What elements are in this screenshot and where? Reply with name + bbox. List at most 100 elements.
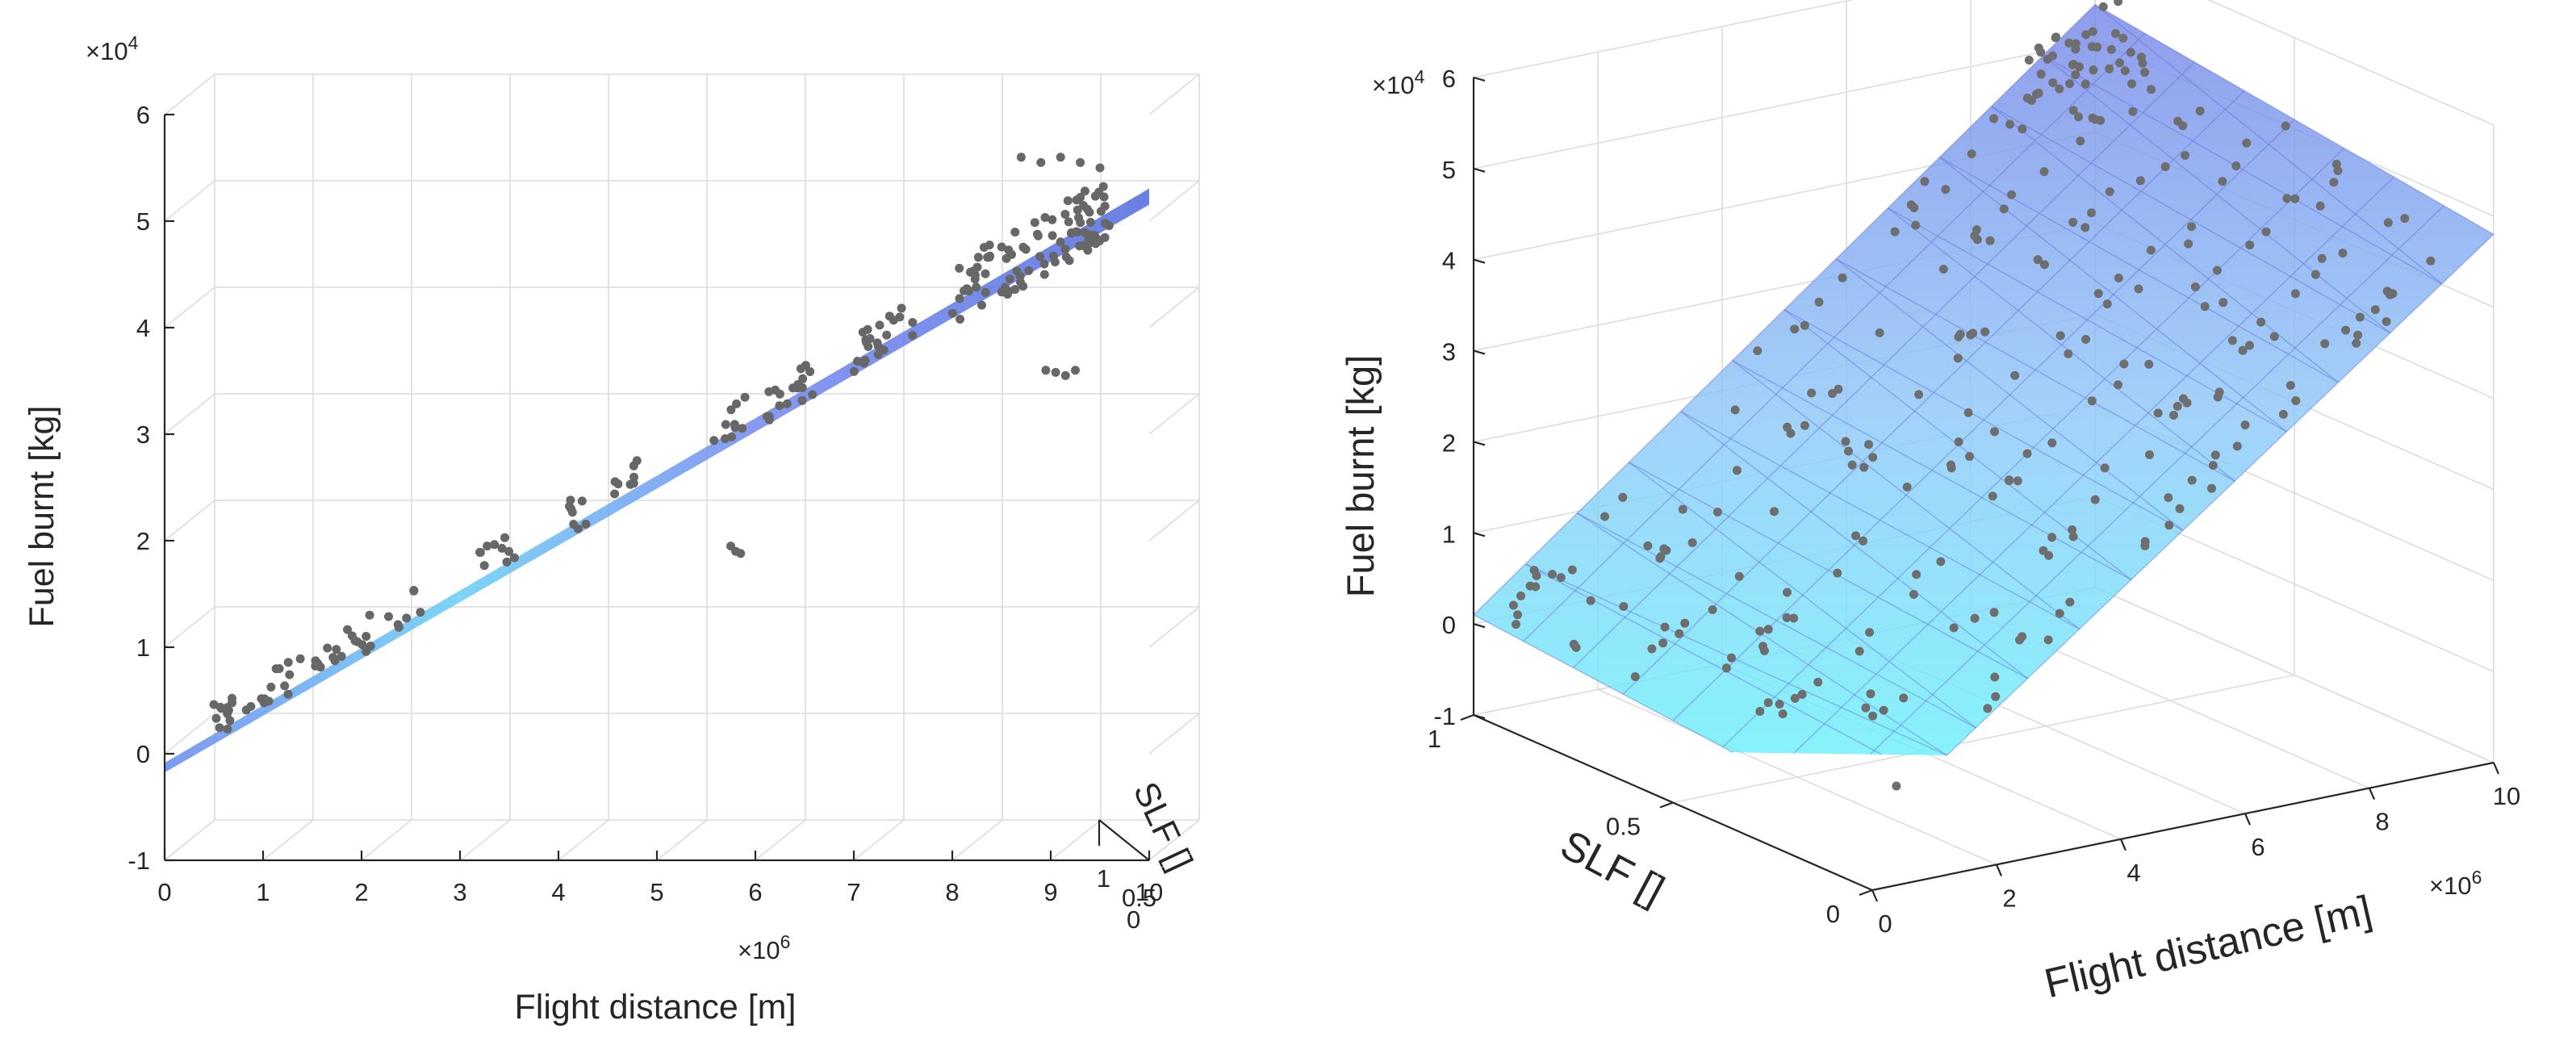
data-point: [873, 341, 883, 351]
data-point: [2290, 289, 2300, 299]
data-point: [1508, 600, 1518, 610]
data-point: [1096, 207, 1106, 216]
data-point: [1104, 221, 1114, 231]
data-points: [209, 153, 1114, 734]
data-point: [2055, 608, 2064, 618]
data-point: [2207, 483, 2216, 493]
grid-line: [262, 819, 314, 861]
data-point: [2074, 112, 2083, 122]
z-tick-label: 6: [1442, 65, 1456, 93]
data-point: [1838, 273, 1847, 282]
data-point: [504, 546, 514, 556]
data-point: [1074, 213, 1083, 223]
x-axis-line: [1871, 761, 2494, 892]
mesh-line: [1835, 258, 2235, 482]
data-point: [509, 553, 519, 562]
data-point: [632, 456, 642, 466]
data-point: [311, 661, 320, 671]
data-point: [2213, 392, 2223, 402]
data-point: [1048, 231, 1057, 240]
data-point: [2102, 299, 2112, 309]
y-tick-labels: 10.50: [1097, 864, 1156, 934]
x-tick-mark: [1871, 889, 1879, 902]
data-point: [2282, 194, 2292, 203]
data-point: [1531, 582, 1541, 592]
data-point: [863, 324, 872, 334]
data-point: [897, 303, 906, 313]
data-point: [1732, 466, 1742, 475]
data-point: [977, 300, 986, 310]
data-point: [1991, 692, 2001, 701]
data-point: [1036, 157, 1046, 167]
data-point: [2114, 380, 2122, 390]
data-point: [1833, 568, 1842, 578]
data-point: [332, 645, 341, 654]
data-point: [1775, 700, 1784, 709]
data-point: [2126, 48, 2135, 57]
data-point: [343, 625, 352, 634]
data-point: [2064, 349, 2073, 358]
data-point: [2024, 56, 2034, 65]
x-tick-label: 8: [945, 878, 959, 906]
data-point: [2081, 30, 2091, 40]
data-point: [1678, 504, 1687, 514]
data-point: [775, 401, 784, 411]
data-point: [808, 390, 818, 399]
data-point: [2036, 48, 2046, 57]
data-point: [2208, 461, 2218, 470]
grid-line: [1473, 0, 1855, 78]
data-point: [2285, 381, 2295, 390]
data-point: [908, 331, 918, 341]
data-point: [1813, 677, 1823, 687]
axes-box: [1460, 76, 2500, 902]
data-point: [502, 557, 512, 567]
data-point: [283, 658, 293, 667]
data-point: [402, 613, 412, 623]
data-point: [797, 395, 807, 405]
data-point: [1721, 663, 1731, 673]
data-point: [228, 698, 236, 708]
x-tick-label: 8: [2375, 808, 2389, 836]
data-point: [1859, 462, 1869, 472]
data-point: [2120, 66, 2130, 76]
mesh-line: [1680, 411, 2080, 630]
data-point: [1548, 570, 1557, 579]
data-point: [1909, 203, 1919, 212]
grid-line: [164, 286, 215, 328]
data-point: [283, 689, 293, 699]
data-point: [2034, 88, 2043, 98]
data-point: [1512, 620, 1520, 629]
z-tick-labels: -1 0 1 2 3 4 5 6: [128, 101, 150, 875]
data-point: [1800, 420, 1809, 430]
data-point: [1783, 422, 1792, 432]
data-point: [1755, 707, 1765, 716]
grid-line: [1148, 393, 1200, 435]
data-point: [2400, 214, 2410, 224]
grid-line: [1148, 180, 1200, 222]
y-axis-line: [1098, 819, 1150, 861]
data-point: [2089, 65, 2098, 75]
data-point: [416, 608, 425, 617]
data-point: [983, 253, 993, 262]
grid-line: [361, 819, 412, 861]
data-point: [1100, 232, 1110, 242]
z-tick-label: 4: [1442, 247, 1456, 275]
data-point: [2146, 245, 2156, 255]
data-point: [1755, 626, 1765, 636]
data-point: [1912, 570, 1922, 579]
z-tick-label: 2: [1442, 429, 1456, 457]
mesh-line: [2094, 4, 2443, 285]
data-point: [1782, 613, 1792, 622]
data-point: [2090, 495, 2100, 504]
data-point: [1586, 596, 1595, 605]
data-point: [997, 242, 1006, 252]
data-point: [969, 266, 978, 276]
grid-line: [164, 606, 215, 648]
data-point: [2281, 121, 2290, 131]
x-tick-label: 7: [847, 878, 860, 906]
data-point: [2240, 420, 2250, 430]
data-point: [475, 548, 485, 557]
data-point: [1048, 215, 1057, 224]
data-point: [2114, 274, 2123, 282]
